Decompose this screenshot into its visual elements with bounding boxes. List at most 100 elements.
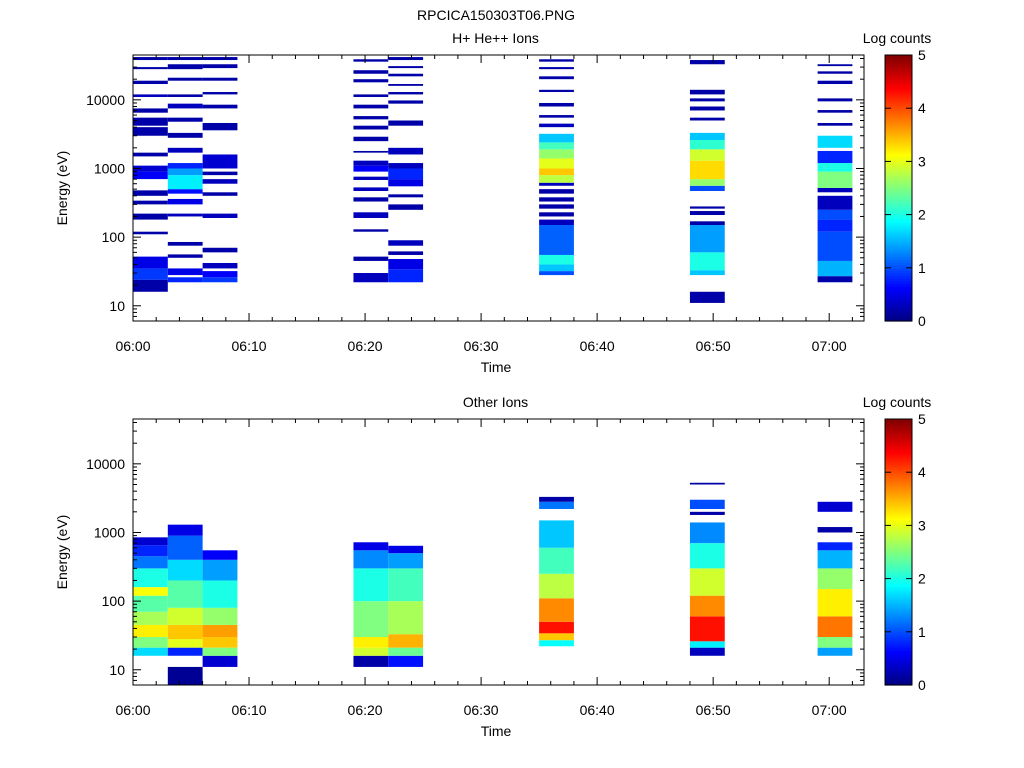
spectrogram-cell — [539, 197, 574, 202]
spectrogram-cell — [539, 501, 574, 509]
colorbar-segment — [885, 84, 912, 88]
x-tick-label: 06:30 — [464, 702, 499, 718]
spectrogram-cell — [689, 98, 725, 102]
colorbar-tick-label: 4 — [918, 464, 926, 480]
colorbar-segment — [885, 254, 912, 258]
spectrogram-cell — [167, 647, 203, 656]
colorbar-segment — [885, 273, 912, 277]
colorbar-segment — [885, 134, 912, 139]
spectrogram-cell — [353, 59, 389, 62]
colorbar-segment — [885, 289, 912, 293]
spectrogram-cell — [353, 176, 389, 180]
spectrogram-column — [202, 550, 238, 667]
figure-title: RPCICA150303T06.PNG — [417, 7, 575, 23]
colorbar-segment — [885, 150, 912, 155]
colorbar-segment — [885, 299, 912, 303]
colorbar-segment — [885, 559, 912, 564]
spectrogram-cell — [167, 580, 203, 608]
colorbar-segment — [885, 615, 912, 620]
spectrogram-cell — [167, 241, 203, 246]
colorbar-segment — [885, 653, 912, 657]
colorbar-tick-label: 0 — [918, 677, 926, 693]
spectrogram-cell — [133, 80, 168, 85]
colorbar-segment — [885, 578, 912, 582]
spectrogram-cell — [167, 666, 203, 685]
spectrogram-cell — [388, 179, 424, 187]
colorbar-segment — [885, 482, 912, 487]
spectrogram-cell — [689, 117, 725, 121]
colorbar-segment — [885, 429, 912, 433]
spectrogram-cell — [202, 647, 238, 656]
spectrogram-cell — [133, 556, 168, 569]
x-tick-label: 06:40 — [580, 338, 615, 354]
colorbar-segment — [885, 591, 912, 596]
spectrogram-cell — [133, 545, 168, 557]
spectrogram-cell — [167, 94, 203, 97]
colorbar-segment — [885, 182, 912, 186]
colorbar-segment — [885, 631, 912, 636]
colorbar-segment — [885, 528, 912, 532]
colorbar-segment — [885, 156, 912, 160]
spectrogram-cell — [539, 271, 574, 276]
colorbar-segment — [885, 567, 912, 572]
colorbar-segment — [885, 565, 912, 569]
colorbar-segment — [885, 575, 912, 580]
spectrogram-column — [388, 545, 424, 667]
spectrogram-cell — [689, 185, 725, 191]
colorbar-segment — [885, 490, 912, 495]
colorbar-segment — [885, 544, 912, 548]
colorbar-segment — [885, 214, 912, 218]
spectrogram-cell — [133, 67, 168, 70]
spectrogram-cell — [167, 132, 203, 138]
spectrogram-cell — [202, 262, 238, 269]
spectrogram-cell — [202, 104, 238, 109]
spectrogram-cell — [689, 149, 725, 161]
spectrogram-cell — [353, 79, 389, 83]
spectrogram-cell — [817, 501, 853, 512]
colorbar-segment — [885, 68, 912, 72]
spectrogram-cell — [817, 171, 853, 188]
spectrogram-cell — [133, 611, 168, 625]
spectrogram-cell — [202, 57, 238, 61]
colorbar-segment — [885, 645, 912, 649]
colorbar-segment — [885, 286, 912, 290]
spectrogram-cell — [689, 616, 725, 642]
colorbar-segment — [885, 426, 912, 431]
colorbar-segment — [885, 185, 912, 189]
spectrogram-cell — [539, 168, 574, 176]
colorbar-segment — [885, 92, 912, 96]
x-axis-label: Time — [481, 723, 512, 739]
spectrogram-cell — [353, 542, 389, 551]
spectrogram-cell — [133, 624, 168, 638]
spectrogram-cell — [689, 106, 725, 111]
spectrogram-cell — [167, 277, 203, 283]
colorbar-label: Log counts — [863, 30, 932, 46]
spectrogram-cell — [202, 92, 238, 95]
colorbar-segment — [885, 589, 912, 593]
spectrogram-cell — [202, 122, 238, 131]
colorbar-segment — [885, 424, 912, 428]
spectrogram-cell — [388, 269, 424, 283]
colorbar-tick-label: 3 — [918, 517, 926, 533]
colorbar-segment — [885, 538, 912, 542]
spectrogram-cell — [539, 142, 574, 150]
colorbar-segment — [885, 305, 912, 309]
spectrogram-cell — [689, 543, 725, 569]
colorbar-segment — [885, 666, 912, 670]
colorbar-segment — [885, 267, 912, 272]
spectrogram-cell — [689, 211, 725, 216]
colorbar-segment — [885, 219, 912, 224]
spectrogram-cell — [689, 160, 725, 180]
colorbar-frame — [884, 54, 913, 322]
colorbar-segment — [885, 243, 912, 248]
spectrogram-cell — [202, 171, 238, 176]
spectrogram-cell — [353, 70, 389, 74]
colorbar-segment — [885, 498, 912, 503]
x-tick-label: 06:10 — [232, 702, 267, 718]
spectrogram-column — [133, 537, 168, 656]
colorbar-segment — [885, 661, 912, 665]
spectrogram-cell — [539, 254, 574, 265]
spectrogram-cell — [353, 212, 389, 218]
colorbar-segment — [885, 283, 912, 288]
